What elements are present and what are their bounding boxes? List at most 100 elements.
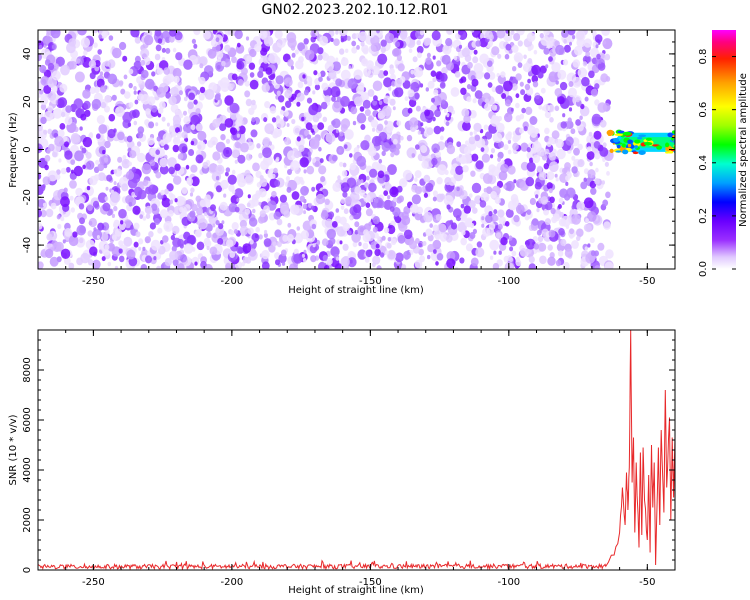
- heatmap-cell: [601, 30, 610, 36]
- heatmap-cell: [372, 226, 378, 233]
- heatmap-cell: [394, 41, 400, 48]
- heatmap-cell: [421, 160, 429, 169]
- heatmap-cell: [236, 60, 245, 70]
- heatmap-cell: [362, 242, 369, 250]
- heatmap-cell: [132, 109, 140, 118]
- heatmap-cell: [60, 248, 71, 259]
- heatmap-cell: [199, 86, 206, 94]
- heatmap-cell: [436, 60, 442, 67]
- heatmap-cell: [600, 73, 609, 83]
- heatmap-cell: [396, 54, 402, 62]
- heatmap-cell: [514, 55, 521, 62]
- heatmap-cell: [513, 179, 517, 184]
- heatmap-cell: [305, 122, 313, 131]
- heatmap-cell: [198, 93, 205, 101]
- heatmap-cell: [372, 262, 376, 268]
- heatmap-cell: [533, 95, 542, 104]
- heatmap-cell: [108, 35, 114, 41]
- heatmap-cell: [602, 142, 607, 148]
- heatmap-cell: [329, 237, 336, 245]
- heatmap-cell: [196, 207, 204, 216]
- heatmap-cell: [418, 242, 422, 248]
- heatmap-cell: [275, 118, 285, 129]
- heatmap-cell: [159, 157, 168, 168]
- heatmap-cell: [509, 76, 514, 81]
- heatmap-cell: [166, 183, 174, 192]
- heatmap-cell: [520, 161, 529, 171]
- heatmap-cell: [431, 97, 435, 103]
- heatmap-cell: [172, 225, 180, 235]
- heatmap-cell: [544, 127, 550, 135]
- heatmap-cell: [472, 207, 478, 214]
- heatmap-cell: [251, 99, 256, 106]
- heatmap-cell: [175, 52, 183, 61]
- heatmap-cell: [157, 38, 163, 44]
- heatmap-cell: [538, 104, 543, 110]
- heatmap-cell: [299, 195, 305, 202]
- heatmap-cell: [536, 208, 540, 213]
- heatmap-cell: [571, 166, 578, 174]
- heatmap-cell: [507, 165, 516, 175]
- heatmap-cell: [577, 159, 585, 168]
- heatmap-cell: [445, 121, 450, 127]
- heatmap-cell: [349, 216, 353, 221]
- heatmap-cell: [47, 91, 57, 101]
- heatmap-cell: [236, 246, 243, 254]
- signal-cell: [668, 150, 674, 154]
- heatmap-cell: [318, 146, 322, 152]
- heatmap-cell: [204, 194, 212, 202]
- heatmap-cell: [390, 238, 397, 245]
- heatmap-cell: [196, 241, 205, 251]
- heatmap-cell: [498, 141, 504, 148]
- heatmap-cell: [389, 206, 395, 213]
- heatmap-cell: [63, 187, 68, 193]
- heatmap-cell: [125, 195, 134, 205]
- heatmap-cell: [173, 175, 182, 185]
- heatmap-cell: [364, 182, 369, 188]
- heatmap-cell: [363, 194, 371, 203]
- heatmap-cell: [79, 225, 86, 234]
- heatmap-cell: [510, 107, 514, 112]
- heatmap-cell: [378, 100, 383, 106]
- heatmap-cell: [356, 45, 360, 50]
- heatmap-cell: [136, 141, 142, 147]
- heatmap-cell: [290, 160, 300, 171]
- heatmap-cell: [354, 221, 360, 228]
- heatmap-cell: [320, 176, 326, 183]
- heatmap-cell: [544, 111, 552, 119]
- heatmap-cell: [315, 193, 326, 205]
- heatmap-cell: [320, 101, 328, 110]
- heatmap-cell: [60, 216, 65, 222]
- heatmap-cell: [453, 186, 463, 197]
- heatmap-cell: [199, 63, 204, 69]
- heatmap-cell: [169, 125, 175, 132]
- heatmap-cell: [585, 218, 589, 223]
- heatmap-cell: [340, 96, 350, 107]
- heatmap-cell: [303, 249, 307, 254]
- heatmap-cell: [158, 107, 164, 114]
- heatmap-cell: [104, 140, 111, 149]
- heatmap-cell: [590, 250, 596, 257]
- heatmap-cell: [383, 70, 389, 76]
- heatmap-cell: [47, 62, 55, 71]
- heatmap-cell: [429, 223, 434, 228]
- heatmap-cell: [60, 111, 66, 118]
- heatmap-cell: [114, 228, 122, 237]
- signal-cell: [634, 139, 641, 144]
- heatmap-cell: [155, 171, 162, 179]
- heatmap-cell: [244, 174, 254, 185]
- heatmap-cell: [489, 255, 494, 260]
- heatmap-cell: [212, 223, 216, 228]
- signal-cell: [665, 142, 670, 148]
- heatmap-cell: [416, 206, 424, 215]
- heatmap-cell: [164, 258, 172, 267]
- heatmap-cell: [145, 108, 151, 115]
- heatmap-cell: [377, 53, 388, 65]
- heatmap-cell: [568, 107, 573, 112]
- heatmap-cell: [301, 253, 305, 258]
- signal-cell: [622, 131, 632, 136]
- heatmap-cell: [60, 167, 67, 175]
- heatmap-cell: [88, 217, 97, 228]
- heatmap-cell: [259, 175, 264, 181]
